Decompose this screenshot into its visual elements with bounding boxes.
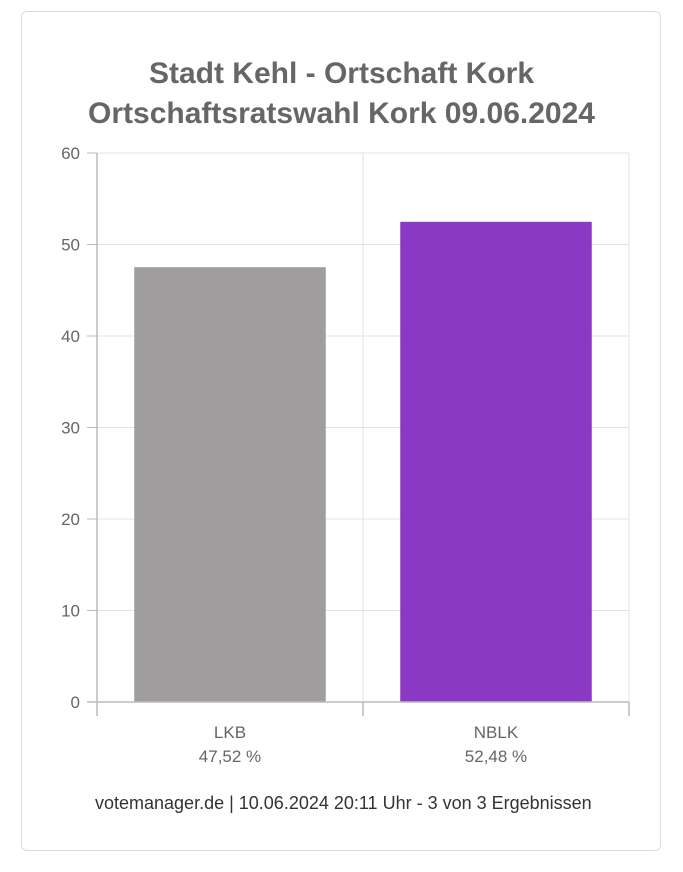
data-label: 52,48 % xyxy=(465,747,527,766)
y-tick-label: 10 xyxy=(61,602,80,621)
y-tick-label: 20 xyxy=(61,510,80,529)
y-tick-label: 60 xyxy=(61,144,80,163)
data-label: 47,52 % xyxy=(199,747,261,766)
x-tick-label: NBLK xyxy=(474,723,519,742)
y-tick-label: 50 xyxy=(61,236,80,255)
chart-title: Stadt Kehl - Ortschaft Kork xyxy=(148,57,535,90)
y-tick-label: 30 xyxy=(61,419,80,438)
footer-source: votemanager.de | 10.06.2024 20:11 Uhr - … xyxy=(95,793,592,813)
bar-lkb[interactable] xyxy=(134,267,326,702)
bar-nblk[interactable] xyxy=(400,221,592,703)
x-tick-label: LKB xyxy=(214,723,246,742)
y-tick-label: 40 xyxy=(61,327,80,346)
chart-subtitle: Ortschaftsratswahl Kork 09.06.2024 xyxy=(88,97,595,130)
y-tick-label: 0 xyxy=(71,693,80,712)
